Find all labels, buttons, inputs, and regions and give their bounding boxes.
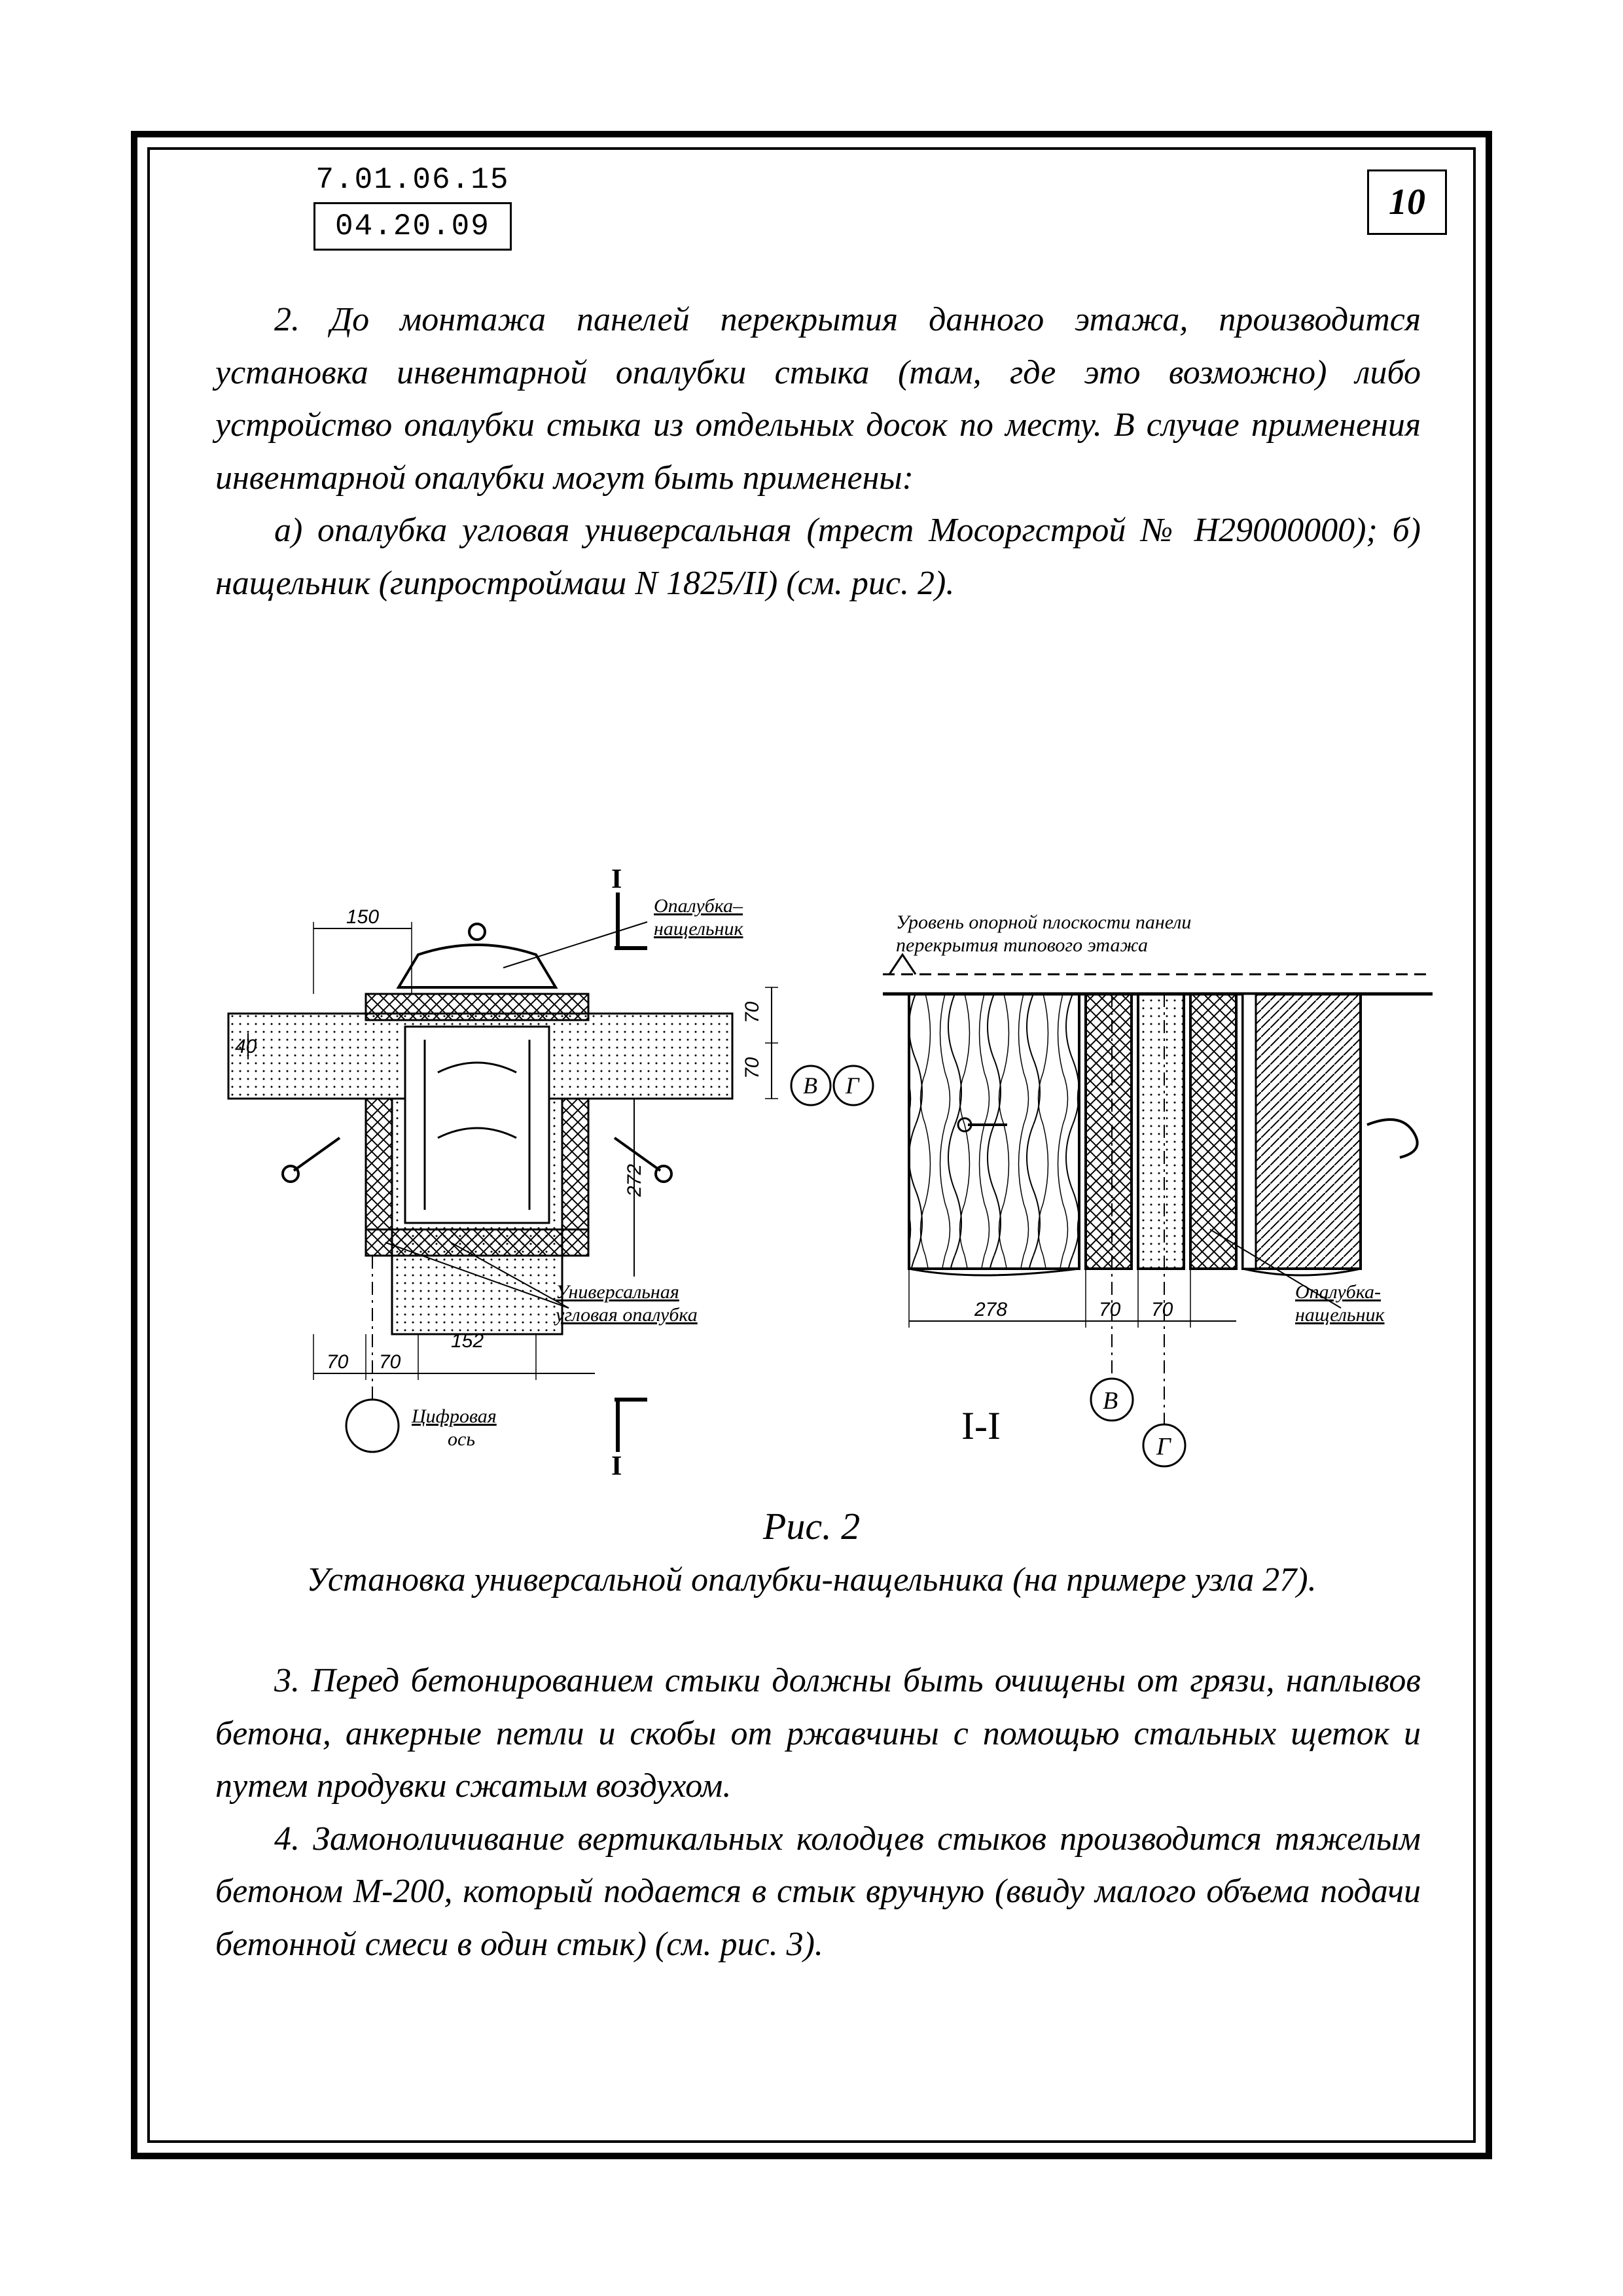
dim-150: 150 bbox=[346, 906, 379, 928]
section-mark-bot: I bbox=[611, 1451, 622, 1481]
dim-40: 40 bbox=[235, 1036, 257, 1057]
label-univ1: Универсальная bbox=[556, 1281, 679, 1303]
section-mark-top: I bbox=[611, 864, 622, 894]
label-axis: Цифровая bbox=[411, 1405, 497, 1427]
dim-272: 272 bbox=[624, 1164, 645, 1197]
dim-278: 278 bbox=[974, 1299, 1007, 1320]
section-label: I-I bbox=[961, 1404, 1001, 1447]
label-opalubka-r1: Опалубка- bbox=[1295, 1281, 1381, 1303]
dim-152: 152 bbox=[451, 1330, 484, 1352]
label-level1: Уровень опорной плоскости панели bbox=[896, 911, 1191, 933]
paragraph-2a: а) опалубка угловая универсальная (трест… bbox=[215, 504, 1421, 610]
circle-b-left: В bbox=[803, 1072, 817, 1099]
header-codes: 7.01.06.15 04.20.09 bbox=[313, 163, 512, 251]
circle-g-right: Г bbox=[1156, 1433, 1171, 1460]
dim-70c: 70 bbox=[741, 1001, 763, 1023]
paragraph-4: 4. Замоноличивание вертикальных колодцев… bbox=[215, 1813, 1421, 1971]
circle-b-right: В bbox=[1103, 1387, 1118, 1415]
figure-2: 150 40 70 70 152 272 bbox=[189, 863, 1446, 1485]
paragraph-block-2: 3. Перед бетонированием стыки должны быт… bbox=[215, 1655, 1421, 1971]
label-opalubka-top: Опалубка– bbox=[654, 895, 743, 917]
figure-caption: Рис. 2 Установка универсальной опалубки-… bbox=[150, 1498, 1473, 1606]
outer-frame: 7.01.06.15 04.20.09 10 2. До монтажа пан… bbox=[131, 131, 1492, 2159]
inner-frame: 7.01.06.15 04.20.09 10 2. До монтажа пан… bbox=[147, 147, 1476, 2143]
dim-70d: 70 bbox=[741, 1057, 763, 1079]
paragraph-3: 3. Перед бетонированием стыки должны быт… bbox=[215, 1655, 1421, 1813]
fig-num: Рис. 2 bbox=[150, 1498, 1473, 1555]
label-axis2: ось bbox=[448, 1428, 475, 1450]
paragraph-block-1: 2. До монтажа панелей перекрытия данного… bbox=[215, 294, 1421, 610]
dim-70e: 70 bbox=[1099, 1299, 1121, 1320]
dim-70a: 70 bbox=[327, 1351, 349, 1373]
dim-70b: 70 bbox=[379, 1351, 401, 1373]
right-detail: Уровень опорной плоскости панели перекры… bbox=[883, 911, 1433, 1466]
figure-svg: 150 40 70 70 152 272 bbox=[189, 863, 1446, 1485]
dim-70f: 70 bbox=[1151, 1299, 1173, 1320]
circle-g-left: Г bbox=[845, 1072, 860, 1099]
code-top: 7.01.06.15 bbox=[313, 163, 512, 197]
page-number: 10 bbox=[1367, 169, 1447, 235]
paragraph-2: 2. До монтажа панелей перекрытия данного… bbox=[215, 294, 1421, 504]
code-box: 04.20.09 bbox=[313, 202, 512, 251]
label-univ2: угловая опалубка bbox=[554, 1304, 698, 1326]
fig-text: Установка универсальной опалубки-нащельн… bbox=[150, 1555, 1473, 1606]
label-level2: перекрытия типового этажа bbox=[896, 934, 1148, 956]
left-detail: 150 40 70 70 152 272 bbox=[228, 864, 743, 1481]
label-opalubka-r2: нащельник bbox=[1295, 1304, 1385, 1326]
middle-refs: 70 70 В Г bbox=[741, 987, 873, 1105]
label-opalubka-top2: нащельник bbox=[654, 918, 743, 940]
